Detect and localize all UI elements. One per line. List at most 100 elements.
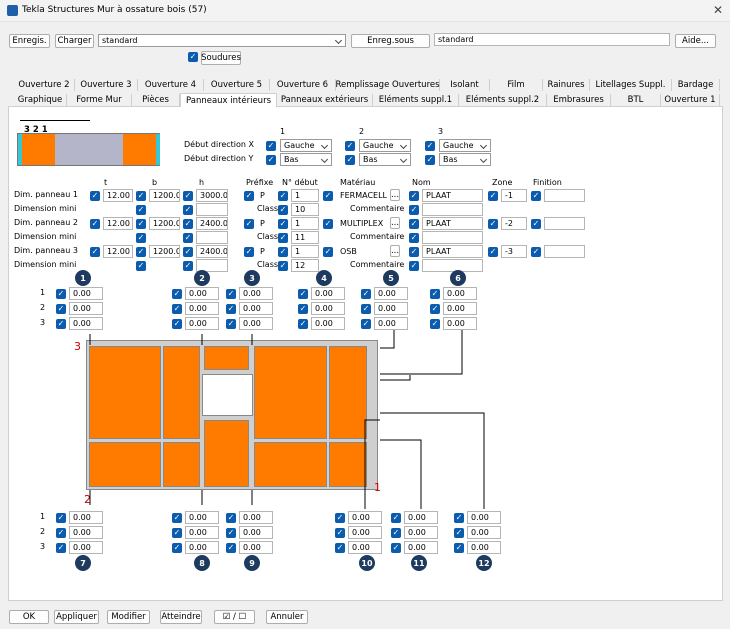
offset-input[interactable]: 0.00 bbox=[69, 317, 103, 330]
offset-checkbox[interactable]: ✓ bbox=[361, 304, 371, 314]
offset-input[interactable]: 0.00 bbox=[311, 302, 345, 315]
offset-checkbox[interactable]: ✓ bbox=[226, 304, 236, 314]
zone-checkbox[interactable]: ✓ bbox=[488, 247, 498, 257]
apply-button[interactable]: Appliquer bbox=[54, 610, 99, 624]
tab-row1-item[interactable]: Film bbox=[490, 79, 543, 91]
tab-row2-item[interactable]: Pièces bbox=[132, 94, 180, 106]
zone-input[interactable]: -3 bbox=[501, 245, 527, 258]
offset-checkbox[interactable]: ✓ bbox=[298, 304, 308, 314]
material-input[interactable]: MULTIPLEX bbox=[340, 219, 384, 228]
offset-input[interactable]: 0.00 bbox=[69, 541, 103, 554]
tab-row2-item[interactable]: Eléments suppl.2 bbox=[459, 94, 547, 106]
start-checkbox[interactable]: ✓ bbox=[278, 191, 288, 201]
tab-row2-item[interactable]: Panneaux intérieurs bbox=[180, 93, 277, 107]
offset-checkbox[interactable]: ✓ bbox=[226, 289, 236, 299]
finish-input[interactable] bbox=[544, 189, 585, 202]
start-checkbox[interactable]: ✓ bbox=[278, 247, 288, 257]
offset-input[interactable]: 0.00 bbox=[467, 541, 501, 554]
toggle-all-button[interactable]: ☑ / ☐ bbox=[214, 610, 255, 624]
prefix-checkbox[interactable]: ✓ bbox=[244, 247, 254, 257]
offset-checkbox[interactable]: ✓ bbox=[298, 319, 308, 329]
h-checkbox[interactable]: ✓ bbox=[183, 247, 193, 257]
t-input[interactable]: 12.00 bbox=[103, 189, 133, 202]
offset-input[interactable]: 0.00 bbox=[185, 526, 219, 539]
mini-h-checkbox[interactable]: ✓ bbox=[183, 261, 193, 271]
close-icon[interactable]: ✕ bbox=[713, 3, 724, 17]
direction-y-select[interactable]: Bas bbox=[280, 153, 332, 166]
offset-checkbox[interactable]: ✓ bbox=[298, 289, 308, 299]
offset-checkbox[interactable]: ✓ bbox=[172, 513, 182, 523]
offset-input[interactable]: 0.00 bbox=[239, 317, 273, 330]
start-input[interactable]: 1 bbox=[291, 189, 319, 202]
start-input[interactable]: 1 bbox=[291, 245, 319, 258]
offset-checkbox[interactable]: ✓ bbox=[56, 543, 66, 553]
tab-row1-item[interactable]: Ouverture 2 bbox=[14, 79, 75, 91]
tab-row1-item[interactable]: Remplissage Ouvertures bbox=[335, 79, 440, 91]
offset-input[interactable]: 0.00 bbox=[185, 511, 219, 524]
mini-h-input[interactable] bbox=[196, 259, 228, 272]
load-button[interactable]: Charger bbox=[55, 34, 94, 48]
offset-checkbox[interactable]: ✓ bbox=[361, 319, 371, 329]
offset-checkbox[interactable]: ✓ bbox=[226, 319, 236, 329]
offset-input[interactable]: 0.00 bbox=[443, 302, 477, 315]
offset-checkbox[interactable]: ✓ bbox=[172, 304, 182, 314]
direction-x-checkbox[interactable]: ✓ bbox=[266, 141, 276, 151]
material-input[interactable]: OSB bbox=[340, 247, 357, 256]
material-input[interactable]: FERMACELL bbox=[340, 191, 388, 200]
material-checkbox[interactable]: ✓ bbox=[323, 247, 333, 257]
comment-input[interactable] bbox=[422, 231, 483, 244]
b-input[interactable]: 1200.00 bbox=[149, 189, 180, 202]
get-button[interactable]: Atteindre bbox=[160, 610, 202, 624]
tab-row2-item[interactable]: Panneaux extérieurs bbox=[277, 94, 373, 106]
offset-input[interactable]: 0.00 bbox=[185, 541, 219, 554]
welds-checkbox[interactable]: ✓ bbox=[188, 52, 198, 62]
zone-input[interactable]: -1 bbox=[501, 189, 527, 202]
offset-input[interactable]: 0.00 bbox=[348, 526, 382, 539]
material-browse-button[interactable]: ... bbox=[390, 217, 400, 229]
prefix-input[interactable]: P bbox=[260, 191, 265, 200]
preset-select[interactable]: standard bbox=[98, 34, 346, 47]
offset-input[interactable]: 0.00 bbox=[239, 511, 273, 524]
material-checkbox[interactable]: ✓ bbox=[323, 191, 333, 201]
tab-row2-item[interactable]: Forme Mur bbox=[67, 94, 132, 106]
offset-input[interactable]: 0.00 bbox=[185, 302, 219, 315]
name-input[interactable]: PLAAT bbox=[422, 217, 483, 230]
material-browse-button[interactable]: ... bbox=[390, 189, 400, 201]
offset-checkbox[interactable]: ✓ bbox=[335, 543, 345, 553]
offset-checkbox[interactable]: ✓ bbox=[226, 513, 236, 523]
finish-checkbox[interactable]: ✓ bbox=[531, 191, 541, 201]
mini-b-checkbox[interactable]: ✓ bbox=[136, 233, 146, 243]
offset-checkbox[interactable]: ✓ bbox=[172, 528, 182, 538]
t-input[interactable]: 12.00 bbox=[103, 245, 133, 258]
comment-checkbox[interactable]: ✓ bbox=[409, 205, 419, 215]
tab-row1-item[interactable]: Ouverture 5 bbox=[204, 79, 270, 91]
t-input[interactable]: 12.00 bbox=[103, 217, 133, 230]
offset-input[interactable]: 0.00 bbox=[404, 511, 438, 524]
name-checkbox[interactable]: ✓ bbox=[409, 191, 419, 201]
offset-input[interactable]: 0.00 bbox=[185, 317, 219, 330]
offset-input[interactable]: 0.00 bbox=[467, 511, 501, 524]
comment-input[interactable] bbox=[422, 259, 483, 272]
b-input[interactable]: 1200.00 bbox=[149, 217, 180, 230]
tab-row1-item[interactable]: Ouverture 3 bbox=[75, 79, 138, 91]
offset-checkbox[interactable]: ✓ bbox=[56, 513, 66, 523]
offset-checkbox[interactable]: ✓ bbox=[56, 528, 66, 538]
tab-row1-item[interactable]: Ouverture 4 bbox=[138, 79, 204, 91]
offset-checkbox[interactable]: ✓ bbox=[454, 528, 464, 538]
offset-checkbox[interactable]: ✓ bbox=[56, 304, 66, 314]
name-checkbox[interactable]: ✓ bbox=[409, 219, 419, 229]
offset-checkbox[interactable]: ✓ bbox=[391, 528, 401, 538]
direction-y-checkbox[interactable]: ✓ bbox=[345, 155, 355, 165]
h-input[interactable]: 2400.00 bbox=[196, 217, 228, 230]
offset-input[interactable]: 0.00 bbox=[348, 541, 382, 554]
material-browse-button[interactable]: ... bbox=[390, 245, 400, 257]
offset-input[interactable]: 0.00 bbox=[239, 302, 273, 315]
tab-row2-item[interactable]: Graphique bbox=[14, 94, 67, 106]
mini-h-input[interactable] bbox=[196, 231, 228, 244]
material-checkbox[interactable]: ✓ bbox=[323, 219, 333, 229]
offset-input[interactable]: 0.00 bbox=[443, 317, 477, 330]
class-checkbox[interactable]: ✓ bbox=[278, 233, 288, 243]
zone-checkbox[interactable]: ✓ bbox=[488, 191, 498, 201]
offset-checkbox[interactable]: ✓ bbox=[430, 289, 440, 299]
mini-b-checkbox[interactable]: ✓ bbox=[136, 205, 146, 215]
